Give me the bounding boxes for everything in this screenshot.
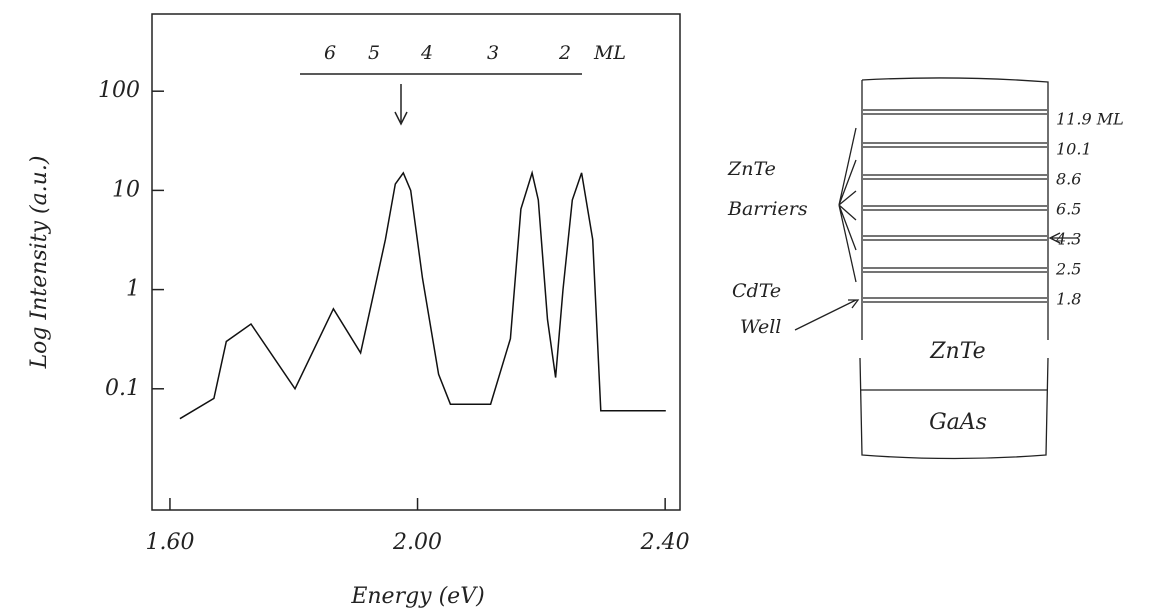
y-axis-label: Log Intensity (a.u.): [27, 156, 52, 370]
thickness-label: 6.5: [1056, 200, 1081, 219]
barrier-label: ZnTe: [727, 158, 776, 180]
stack-outline: [859, 77, 1049, 460]
ml-unit: ML: [593, 42, 626, 64]
structure-diagram: [794, 77, 1078, 460]
thickness-label: 4.3: [1055, 230, 1081, 249]
y-tick-label: 100: [98, 78, 140, 103]
barrier-pointers: [838, 127, 857, 283]
well-pointer: [794, 299, 860, 331]
ml-scale-label: 3: [487, 42, 499, 64]
well-label: CdTe: [732, 280, 781, 302]
x-axis-label: Energy (eV): [350, 584, 484, 609]
thickness-label: 11.9 ML: [1056, 110, 1124, 129]
thickness-label: 2.5: [1055, 260, 1081, 279]
arrow-head: [394, 111, 408, 126]
buffer-label: ZnTe: [929, 339, 985, 364]
spectrum-line: [179, 170, 666, 420]
y-tick-label: 0.1: [105, 376, 140, 401]
plot-frame: [151, 13, 681, 511]
thickness-label: 1.8: [1056, 290, 1081, 309]
ml-scale-label: 4: [420, 42, 433, 64]
ml-scale-label: 5: [368, 42, 380, 64]
thickness-label: 8.6: [1056, 170, 1081, 189]
y-tick-label: 10: [112, 177, 140, 202]
layer-arrow: [1048, 232, 1078, 244]
barrier-label: Barriers: [727, 198, 808, 220]
ml-scale-label: 2: [558, 42, 571, 64]
x-tick-label: 1.60: [145, 530, 194, 555]
x-tick-label: 2.40: [640, 530, 690, 555]
substrate-label: GaAs: [929, 410, 987, 435]
thickness-label: 10.1: [1056, 140, 1092, 159]
well-label: Well: [740, 316, 781, 338]
ml-scale-label: 6: [324, 42, 336, 64]
y-tick-label: 1: [126, 277, 140, 302]
x-tick-label: 2.00: [392, 530, 442, 555]
